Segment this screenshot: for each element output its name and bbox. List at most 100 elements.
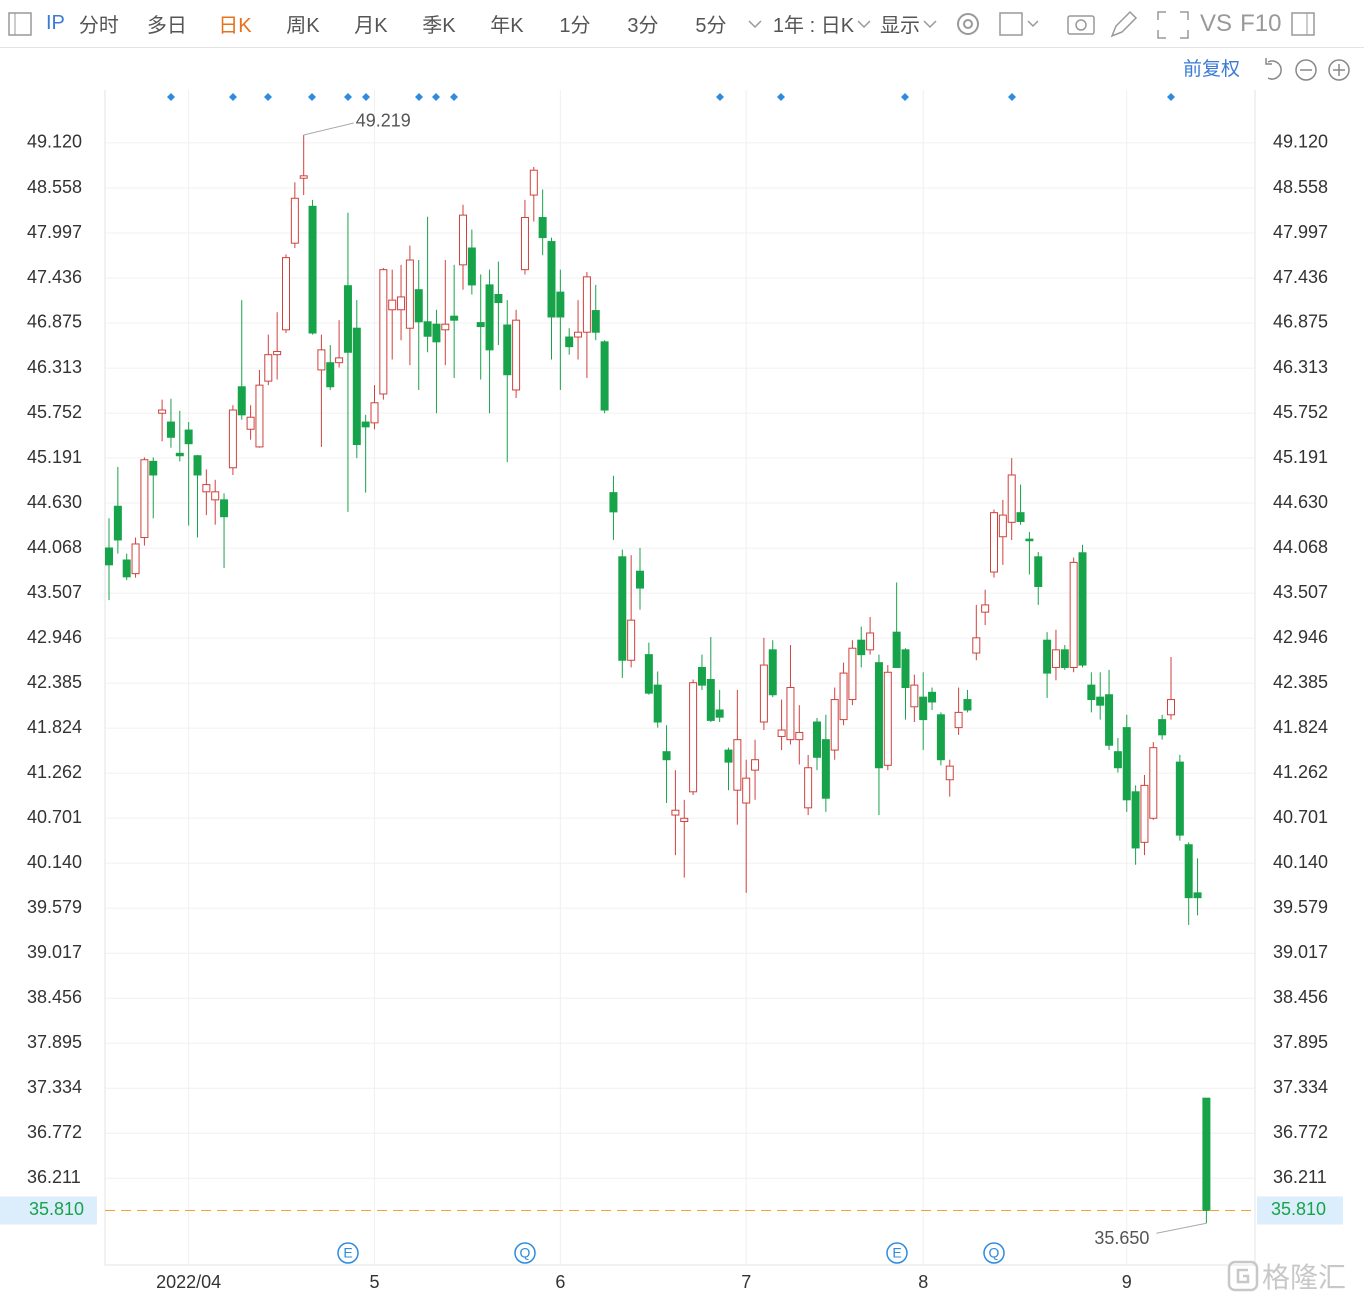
y2-tick-label: 48.558: [1273, 177, 1328, 197]
range[interactable]: 1年 : 日K: [772, 15, 855, 37]
candle: [804, 754, 813, 816]
candle-body: [450, 315, 459, 321]
last-price-box: [0, 1196, 97, 1225]
y2-tick-label: 49.120: [1273, 132, 1328, 152]
tab[interactable]: 日K: [218, 15, 252, 37]
tab[interactable]: 年K: [490, 15, 524, 37]
candle-body: [184, 429, 193, 445]
toolbar: IP 分时 多日 日K 周K 月K 季K 年K 1分 3分 5分 1年 : 日K 显示 VS F1…: [0, 0, 1364, 48]
y2-tick-label: 38.456: [1273, 987, 1328, 1007]
event-diamond: [167, 93, 175, 101]
candle: [335, 320, 344, 368]
candle-body: [290, 197, 299, 244]
zoom-icons[interactable]: [1265, 58, 1350, 81]
tab[interactable]: 多日: [146, 15, 187, 37]
tool-icons[interactable]: [950, 4, 1200, 44]
tab[interactable]: 1分: [559, 15, 591, 37]
y-tick-label: 39.017: [27, 942, 82, 962]
x-tick-label: 2022/04: [156, 1272, 221, 1292]
y2-tick-label: 47.436: [1273, 267, 1328, 287]
candle-body: [122, 559, 131, 578]
candle: [848, 640, 857, 706]
symbol[interactable]: IP: [46, 12, 65, 34]
candle-body: [724, 749, 733, 763]
candle-body: [1069, 561, 1078, 668]
y-tick-label: 36.211: [27, 1167, 81, 1187]
y-tick-label: 44.068: [27, 537, 82, 557]
candle-body: [963, 699, 972, 711]
candle: [423, 216, 432, 353]
candle: [857, 626, 866, 668]
display-arrow[interactable]: [920, 14, 940, 34]
tab[interactable]: 月K: [354, 15, 388, 37]
event-diamond: [264, 93, 272, 101]
candle-body: [538, 217, 547, 239]
candle: [910, 674, 919, 723]
candle-body: [830, 699, 839, 751]
range-arrow[interactable]: [854, 14, 874, 34]
y2-tick-label: 47.997: [1273, 222, 1328, 242]
candle-body: [255, 384, 264, 448]
candle-body: [246, 416, 255, 430]
candle-body: [131, 543, 140, 575]
candle-body: [636, 570, 644, 589]
f10[interactable]: F10: [1240, 9, 1282, 37]
candle: [1087, 672, 1096, 713]
candle-body: [954, 711, 963, 729]
vs[interactable]: VS: [1200, 9, 1233, 37]
candle: [184, 422, 193, 526]
candle: [998, 499, 1007, 565]
tab[interactable]: 3分: [627, 15, 659, 37]
tab[interactable]: 周K: [286, 15, 320, 37]
tab[interactable]: 5分: [695, 15, 727, 37]
y-tick-label: 46.313: [27, 357, 82, 377]
candle: [1202, 1097, 1211, 1224]
candle: [343, 212, 352, 512]
candle: [706, 636, 715, 723]
event-label: E: [892, 1245, 901, 1261]
more-icon[interactable]: [745, 14, 765, 34]
candle: [1096, 672, 1105, 720]
candle: [936, 712, 945, 766]
candle-body: [140, 459, 149, 539]
candle-body: [910, 684, 919, 708]
tab[interactable]: 分时: [78, 15, 119, 37]
candle-body: [1016, 512, 1025, 523]
candle-body: [1122, 727, 1131, 801]
candle-body: [1078, 552, 1087, 666]
candle-body: [1087, 684, 1096, 701]
y-tick-label: 45.752: [27, 402, 82, 422]
event-diamond: [1167, 93, 1175, 101]
menu-icon[interactable]: [6, 9, 36, 39]
candle-body: [175, 452, 184, 457]
watermark-logo: [1227, 1260, 1259, 1292]
candle: [246, 405, 255, 440]
panel-icon[interactable]: [1289, 9, 1319, 39]
candle-body: [299, 175, 308, 179]
candle: [547, 237, 556, 360]
watermark: 格隆汇: [1226, 1256, 1346, 1296]
candle: [512, 309, 521, 398]
adjust[interactable]: 前复权: [1183, 58, 1240, 80]
candle: [636, 547, 644, 610]
candle: [1175, 754, 1184, 841]
candle: [1105, 669, 1114, 751]
candle-body: [928, 691, 937, 703]
candle: [653, 671, 662, 728]
max-label: 49.219: [356, 111, 411, 131]
candle-body: [1060, 649, 1069, 668]
candle-body: [609, 492, 618, 513]
candle: [768, 640, 777, 698]
candle-body: [689, 682, 698, 793]
candle: [1140, 774, 1149, 856]
candle: [928, 687, 937, 710]
y-tick-label: 42.946: [27, 627, 82, 647]
candle: [945, 759, 954, 797]
candle: [211, 479, 220, 525]
tab[interactable]: 季K: [422, 15, 456, 37]
candle-body: [574, 331, 583, 338]
candle: [963, 689, 972, 713]
candle-body: [1034, 556, 1043, 587]
candle-body: [282, 257, 290, 331]
display[interactable]: 显示: [880, 15, 921, 37]
